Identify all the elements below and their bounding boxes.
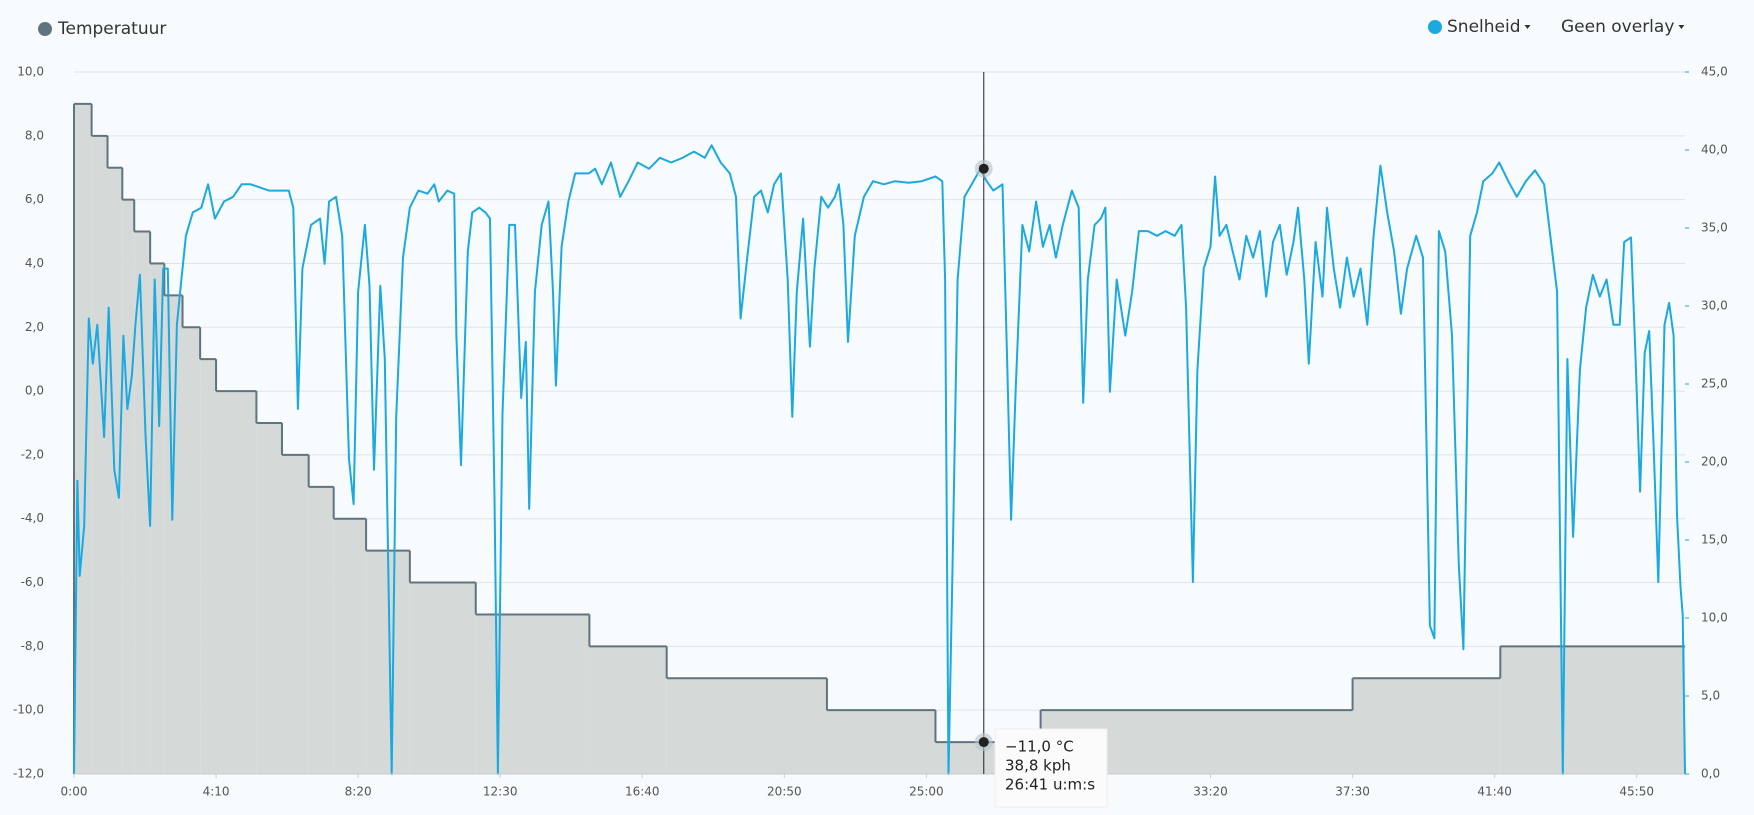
- temperature-area: [216, 391, 257, 774]
- dropdown-arrow[interactable]: [1678, 25, 1685, 29]
- speed-line: [73, 144, 1686, 775]
- hover-point: [978, 163, 989, 174]
- temperature-area: [74, 103, 92, 775]
- temperature-area: [200, 359, 217, 774]
- temperature-area: [333, 518, 367, 774]
- y-tick-label: -8,0: [21, 639, 44, 653]
- temperature-area: [134, 231, 151, 774]
- y2-tick-label: 45,0: [1701, 65, 1728, 79]
- y-tick-label: 4,0: [25, 256, 44, 270]
- y2-tick-label: 20,0: [1701, 455, 1728, 469]
- y-tick-label: 8,0: [25, 128, 44, 142]
- legend-label[interactable]: Snelheid: [1447, 17, 1521, 37]
- y2-tick-label: 5,0: [1701, 689, 1720, 703]
- y-tick-label: -12,0: [13, 767, 44, 781]
- y2-tick-label: 30,0: [1701, 299, 1728, 313]
- temperature-area: [308, 486, 334, 774]
- legend-label[interactable]: Temperatuur: [57, 19, 166, 39]
- tooltip-time: 26:41 u:m:s: [1005, 776, 1095, 794]
- x-tick-label: 8:20: [345, 785, 372, 799]
- y-tick-label: -10,0: [13, 703, 44, 717]
- y2-tick-label: 15,0: [1701, 533, 1728, 547]
- y2-tick-label: 40,0: [1701, 143, 1728, 157]
- temperature-area: [281, 454, 309, 774]
- y-tick-label: 2,0: [25, 320, 44, 334]
- y-tick-label: -4,0: [21, 511, 44, 525]
- temperature-area: [1352, 678, 1501, 774]
- dropdown-arrow[interactable]: [1524, 25, 1531, 29]
- y-tick-label: -6,0: [21, 575, 44, 589]
- temperature-series: [73, 102, 1685, 775]
- y2-tick-label: 25,0: [1701, 377, 1728, 391]
- temperature-area: [91, 135, 108, 774]
- temperature-area: [475, 614, 590, 774]
- y-tick-label: 6,0: [25, 192, 44, 206]
- x-tick-label: 41:40: [1477, 785, 1512, 799]
- y2-tick-label: 10,0: [1701, 611, 1728, 625]
- temperature-area: [122, 199, 135, 775]
- hover-point: [978, 737, 989, 748]
- temperature-area: [256, 423, 282, 774]
- x-tick-label: 12:30: [483, 785, 518, 799]
- x-tick-label: 0:00: [61, 785, 88, 799]
- legend-dot: [1428, 20, 1442, 34]
- x-tick-label: 25:00: [909, 785, 944, 799]
- y2-tick-label: 0,0: [1701, 767, 1720, 781]
- x-tick-label: 33:20: [1193, 785, 1228, 799]
- temperature-area: [826, 710, 936, 774]
- tooltip-box: [994, 728, 1108, 808]
- temperature-area: [182, 327, 201, 774]
- temperature-area: [1500, 646, 1685, 774]
- temperature-area: [409, 582, 476, 774]
- y-tick-label: 10,0: [17, 65, 44, 79]
- x-tick-label: 20:50: [767, 785, 802, 799]
- y2-tick-label: 35,0: [1701, 221, 1728, 235]
- temperature-area: [666, 678, 827, 774]
- temperature-area: [164, 295, 183, 774]
- x-tick-label: 16:40: [625, 785, 660, 799]
- tooltip-value: −11,0 °C: [1005, 738, 1074, 756]
- temperature-area: [589, 646, 667, 774]
- x-tick-label: 37:30: [1335, 785, 1370, 799]
- overlay-menu[interactable]: Geen overlay: [1561, 17, 1674, 37]
- y-tick-label: 0,0: [25, 384, 44, 398]
- legend-dot: [38, 22, 52, 36]
- y-tick-label: -2,0: [21, 447, 44, 461]
- x-tick-label: 45:50: [1619, 785, 1654, 799]
- x-tick-label: 4:10: [203, 785, 230, 799]
- tooltip-value: 38,8 kph: [1005, 757, 1071, 775]
